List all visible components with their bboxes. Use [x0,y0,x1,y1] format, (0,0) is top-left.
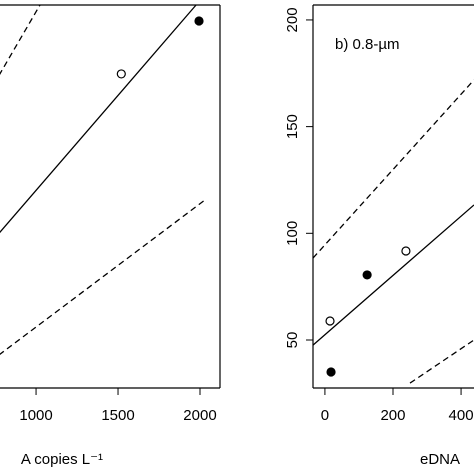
point [326,367,336,377]
y-tick-label: 50 [284,332,301,349]
x-tick-label: 1500 [101,407,134,424]
x-tick-label: 400 [449,407,474,424]
y-tick-label: 200 [284,7,301,32]
fit-line [0,199,206,355]
fit-line [312,204,474,346]
x-tick-label: 1000 [19,407,52,424]
x-tick-label: 2000 [183,407,216,424]
fit-line [312,79,474,259]
point [362,270,372,280]
panel-label: b) 0.8-µm [335,36,400,53]
fit-line [0,4,41,75]
y-tick-label: 100 [284,221,301,246]
point [401,246,411,256]
x-tick-label: 0 [321,407,329,424]
point [325,316,335,326]
x-axis-label: eDNA [420,451,460,468]
point [194,16,204,26]
x-tick-label: 200 [380,407,405,424]
fit-line [409,339,474,384]
point [116,69,126,79]
fit-line [0,4,197,234]
x-axis-label: A copies L⁻¹ [21,451,103,468]
y-tick-label: 150 [284,114,301,139]
